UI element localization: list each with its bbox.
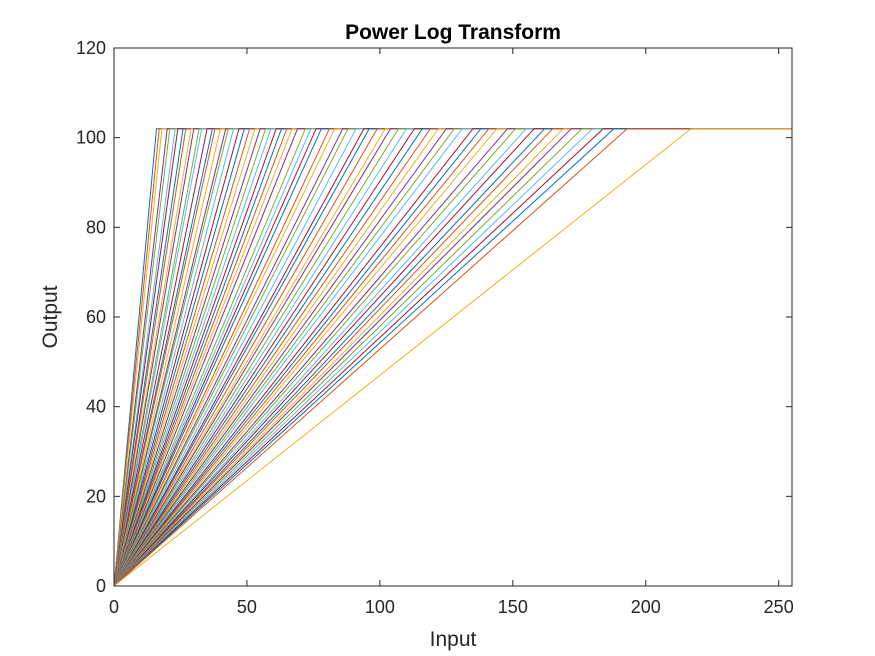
y-tick-label: 80: [86, 217, 106, 237]
y-tick-label: 120: [76, 38, 106, 58]
y-tick-label: 0: [96, 576, 106, 596]
y-axis-label: Output: [39, 285, 62, 348]
series-layer: [113, 128, 792, 587]
series-line: [113, 128, 792, 587]
y-tick-label: 60: [86, 307, 106, 327]
series-line: [113, 128, 792, 587]
y-axis: 0 20 40 60 80 100 120: [76, 38, 792, 596]
x-axis-label: Input: [430, 628, 477, 651]
y-tick-label: 40: [86, 397, 106, 417]
chart-title: Power Log Transform: [345, 21, 561, 44]
x-tick-label: 50: [237, 597, 257, 617]
x-tick-label: 150: [498, 597, 528, 617]
x-tick-label: 100: [365, 597, 395, 617]
y-tick-label: 100: [76, 128, 106, 148]
y-tick-label: 20: [86, 486, 106, 506]
x-axis: 0 50 100 150 200 250: [109, 48, 794, 617]
x-tick-label: 0: [109, 597, 119, 617]
x-tick-label: 250: [764, 597, 794, 617]
x-tick-label: 200: [631, 597, 661, 617]
